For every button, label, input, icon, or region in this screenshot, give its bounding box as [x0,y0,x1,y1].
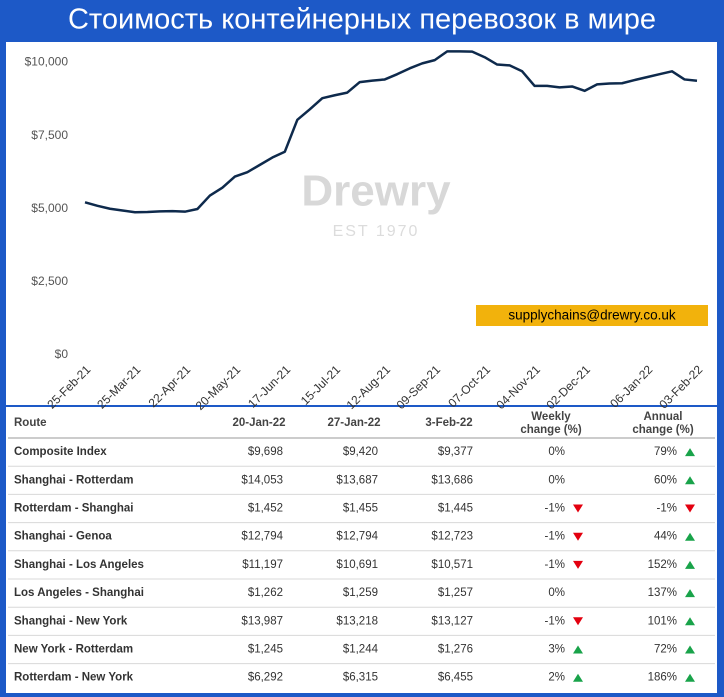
table-panel [6,407,717,693]
table-cell: $12,794 [241,531,283,543]
table-cell: 0% [548,587,565,599]
table-cell: 101% [648,615,677,627]
table-cell: $1,276 [438,644,473,656]
table-header: Route [14,417,47,429]
table-header-line: Annual [644,411,683,423]
table-cell: $11,197 [242,559,283,571]
table-cell: -1% [545,503,565,515]
watermark: EST 1970 [333,223,420,240]
up-arrow [685,560,695,569]
table-cell: 2% [548,672,565,684]
annotation-box [476,305,708,326]
up-arrow [685,448,695,457]
table-cell: $6,455 [438,672,473,684]
table-cell: $13,127 [431,615,473,627]
route-name: Composite Index [14,446,107,458]
up-arrow [685,532,695,541]
down-arrow [573,532,583,541]
annotation: supplychains@drewry.co.uk [508,308,676,323]
table-header-line: change (%) [632,424,694,436]
table-cell: -1% [545,559,565,571]
table-cell: $6,292 [248,672,283,684]
table-cell: 152% [648,559,677,571]
table-cell: $9,698 [248,446,283,458]
y-tick-label: $7,500 [31,128,68,142]
route-name: Rotterdam - Shanghai [14,503,133,515]
table-cell: $1,455 [343,503,378,515]
table-cell: 0% [548,474,565,486]
table-header-line: Weekly [531,411,571,423]
table-cell: $9,420 [343,446,378,458]
chart-panel [6,42,717,405]
table-cell: $12,794 [336,531,378,543]
table-cell: $12,723 [431,531,473,543]
table-cell: $13,218 [336,615,378,627]
route-name: Rotterdam - New York [14,672,134,684]
table-cell: 60% [654,474,677,486]
table-cell: $6,315 [343,672,378,684]
table-header: 27-Jan-22 [327,417,380,429]
y-tick-label: $2,500 [31,274,68,288]
down-arrow [685,504,695,513]
table-cell: $1,445 [438,503,473,515]
table-cell: $9,377 [438,446,473,458]
down-arrow [573,617,583,626]
down-arrow [573,560,583,569]
table-cell: 72% [654,644,677,656]
up-arrow [685,476,695,485]
y-tick-label: $10,000 [25,55,69,69]
route-name: Shanghai - Rotterdam [14,474,133,486]
down-arrow [573,504,583,513]
table-cell: $1,257 [438,587,473,599]
line-series [84,50,698,214]
page-title: Стоимость контейнерных перевозок в мире [68,4,656,36]
table-cell: $10,691 [336,559,378,571]
up-arrow [685,645,695,654]
up-arrow [573,673,583,682]
table-cell: -1% [545,615,565,627]
route-name: Shanghai - Genoa [14,531,112,543]
table-cell: $13,686 [431,474,473,486]
route-name: Shanghai - New York [14,615,128,627]
up-arrow [685,589,695,598]
up-arrow [685,617,695,626]
up-arrow [685,673,695,682]
table-cell: $1,245 [248,644,283,656]
table-cell: 0% [548,446,565,458]
route-name: Los Angeles - Shanghai [14,587,144,599]
table-cell: -1% [545,531,565,543]
table-cell: 186% [648,672,677,684]
table-cell: $13,987 [241,615,283,627]
route-name: Shanghai - Los Angeles [14,559,144,571]
table-cell: 44% [654,531,677,543]
table-header-line: change (%) [520,424,582,436]
table-cell: 3% [548,644,565,656]
table-cell: $1,262 [248,587,283,599]
y-tick-label: $0 [55,347,69,361]
route-name: New York - Rotterdam [14,644,133,656]
table-cell: 137% [648,587,677,599]
table-cell: $1,452 [248,503,283,515]
table-cell: $10,571 [431,559,473,571]
table-cell: $1,244 [343,644,379,656]
table-cell: $14,053 [241,474,283,486]
table-cell: -1% [657,503,677,515]
up-arrow [573,645,583,654]
table-header: 20-Jan-22 [232,417,285,429]
watermark: Drewry [301,167,451,216]
table-cell: 79% [654,446,677,458]
table-header: 3-Feb-22 [425,417,472,429]
table-header: Annual change (%) [632,411,694,436]
table-cell: $13,687 [336,474,378,486]
y-tick-label: $5,000 [31,201,68,215]
table-cell: $1,259 [343,587,378,599]
table-header: Weekly change (%) [520,411,582,436]
